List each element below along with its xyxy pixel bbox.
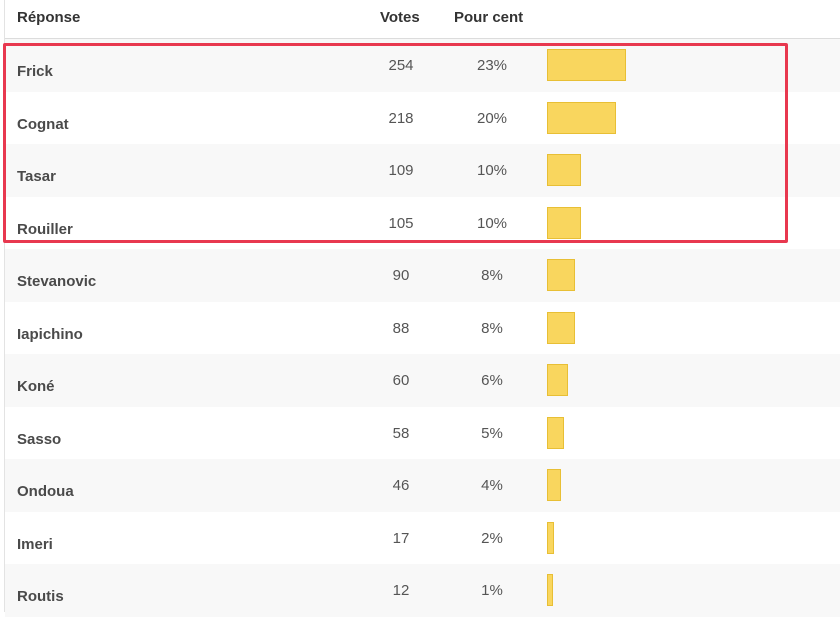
table-body: Frick 254 23% Cognat 218 20% Tasar 109 10% Rouill… [5, 39, 840, 617]
vote-count: 88 [392, 319, 410, 337]
vote-count: 218 [388, 109, 414, 127]
table-row: Ondoua 46 4% [5, 459, 840, 512]
answer-name: Ondoua [17, 483, 74, 500]
vote-percent: 10% [476, 214, 508, 232]
answer-name: Iapichino [17, 325, 83, 343]
table-row: Stevanovic 90 8% [5, 249, 840, 302]
vote-count: 254 [388, 57, 414, 74]
table-row: Cognat 218 20% [5, 91, 840, 144]
vote-percent: 4% [481, 477, 503, 494]
vote-count: 109 [388, 162, 414, 179]
answer-name: Tasar [17, 168, 56, 185]
answer-name: Cognat [17, 115, 69, 133]
vote-percent: 20% [476, 109, 508, 127]
percent-bar [547, 521, 554, 554]
vote-percent: 2% [481, 529, 503, 547]
header-votes: Votes [380, 9, 420, 26]
answer-name: Routis [17, 588, 64, 605]
percent-bar [547, 574, 553, 606]
answer-name: Stevanovic [17, 273, 97, 290]
percent-bar [547, 364, 568, 396]
percent-bar [547, 206, 581, 239]
answer-name: Rouiller [17, 220, 73, 238]
table-row: Rouiller 105 10% [5, 196, 840, 249]
percent-bar [547, 154, 581, 186]
vote-percent: 5% [481, 424, 503, 442]
vote-count: 58 [392, 424, 410, 442]
vote-percent: 1% [481, 582, 503, 599]
percent-bar [547, 469, 561, 501]
table-row: Iapichino 88 8% [5, 301, 840, 354]
vote-count: 105 [388, 214, 414, 232]
percent-bar [547, 49, 626, 81]
answer-name: Koné [17, 378, 55, 395]
answer-name: Sasso [17, 430, 62, 448]
vote-percent: 23% [476, 57, 508, 74]
vote-percent: 8% [481, 319, 503, 337]
table-header: Réponse Votes Pour cent [5, 0, 840, 39]
table-row: Tasar 109 10% [5, 144, 840, 197]
vote-count: 46 [392, 477, 410, 494]
vote-percent: 8% [481, 267, 503, 284]
vote-count: 12 [392, 582, 410, 599]
table-row: Koné 60 6% [5, 354, 840, 407]
table-row: Sasso 58 5% [5, 406, 840, 459]
table-row: Imeri 17 2% [5, 511, 840, 564]
vote-count: 90 [392, 267, 410, 284]
percent-bar [547, 311, 575, 344]
vote-count: 60 [392, 372, 410, 389]
percent-bar [547, 101, 616, 134]
answer-name: Frick [17, 63, 53, 80]
table-row: Frick 254 23% [5, 39, 840, 92]
percent-bar [547, 416, 564, 449]
vote-count: 17 [392, 529, 410, 547]
header-pour-cent: Pour cent [454, 9, 524, 26]
answer-name: Imeri [17, 535, 53, 553]
percent-bar [547, 259, 575, 291]
header-reponse: Réponse [17, 9, 81, 26]
poll-results-table: Réponse Votes Pour cent Frick 254 23% Cogna… [4, 0, 840, 617]
vote-percent: 10% [476, 162, 508, 179]
vote-percent: 6% [481, 372, 503, 389]
table-row: Routis 12 1% [5, 564, 840, 617]
